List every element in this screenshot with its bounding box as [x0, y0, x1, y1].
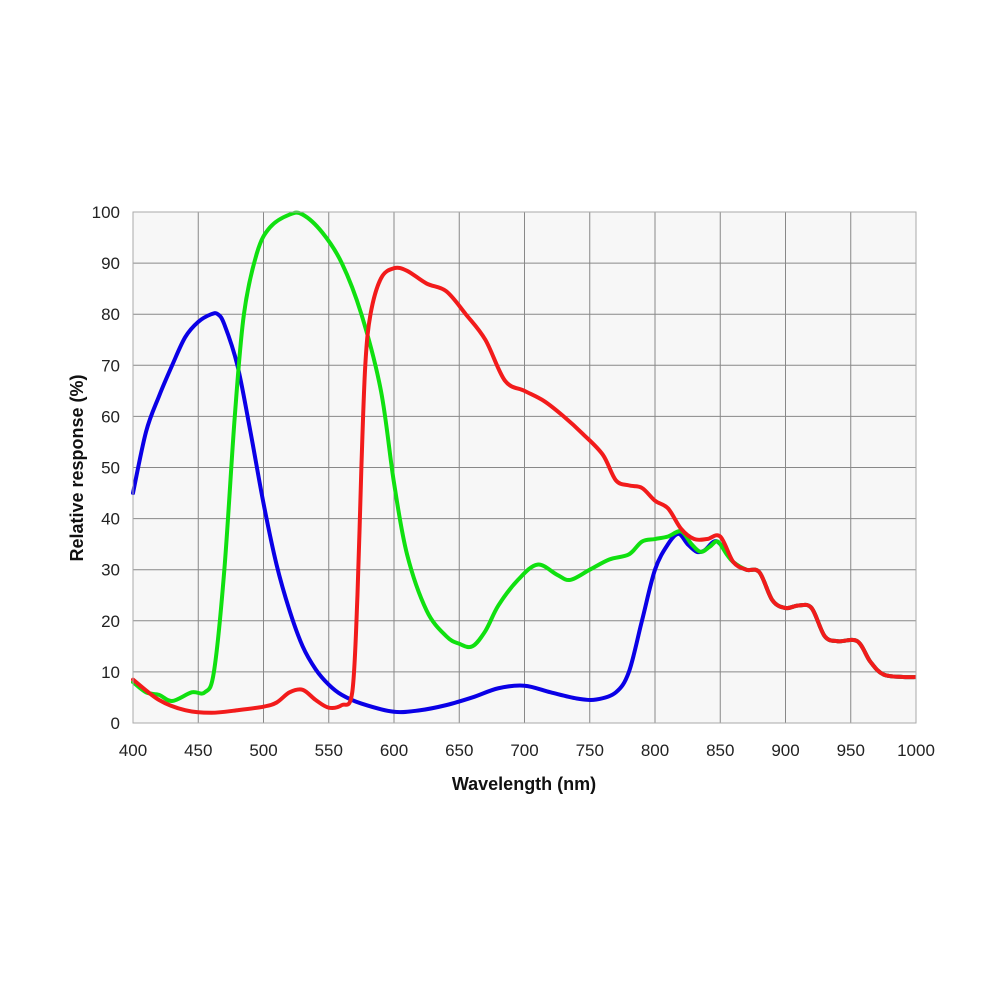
y-tick-label: 60: [101, 407, 120, 426]
y-tick-label: 10: [101, 663, 120, 682]
grid-lines: [132, 211, 917, 724]
x-tick-label: 400: [119, 741, 147, 760]
y-tick-label: 80: [101, 305, 120, 324]
y-tick-label: 100: [92, 203, 120, 222]
x-tick-label: 600: [380, 741, 408, 760]
y-tick-label: 70: [101, 356, 120, 375]
x-tick-label: 950: [837, 741, 865, 760]
y-axis-title: Relative response (%): [67, 374, 87, 561]
series-layer: [131, 210, 916, 715]
y-tick-label: 30: [101, 561, 120, 580]
y-tick-label: 90: [101, 254, 120, 273]
x-tick-label: 650: [445, 741, 473, 760]
y-tick-label: 50: [101, 459, 120, 478]
x-tick-label: 1000: [897, 741, 935, 760]
y-tick-label: 40: [101, 510, 120, 529]
plot-frame: [132, 211, 917, 724]
series-line-red: [131, 265, 916, 715]
y-tick-label: 0: [111, 714, 120, 733]
y-tick-label: 20: [101, 612, 120, 631]
y-axis-ticks: 0 10 20 30 40 50 60 70 80 90 100: [92, 203, 120, 733]
x-tick-label: 750: [576, 741, 604, 760]
x-tick-label: 800: [641, 741, 669, 760]
x-tick-label: 550: [315, 741, 343, 760]
x-tick-label: 450: [184, 741, 212, 760]
x-tick-label: 850: [706, 741, 734, 760]
x-tick-label: 900: [771, 741, 799, 760]
x-axis-title: Wavelength (nm): [452, 774, 596, 794]
x-tick-label: 700: [510, 741, 538, 760]
x-axis-ticks: 400 450 500 550 600 650 700 750 800 850 900 950 1000: [119, 741, 935, 760]
x-tick-label: 500: [249, 741, 277, 760]
